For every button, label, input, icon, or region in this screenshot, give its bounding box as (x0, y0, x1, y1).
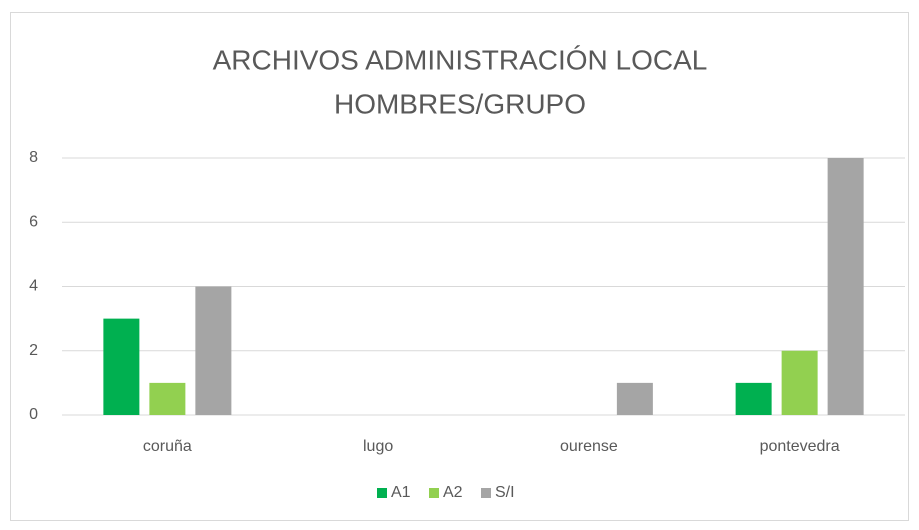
bar (616, 382, 653, 415)
legend-label: A1 (391, 484, 411, 501)
bar (781, 350, 818, 415)
y-tick-label: 8 (29, 149, 38, 166)
legend-label: S/I (495, 484, 515, 501)
x-tick-label: pontevedra (760, 438, 840, 455)
bar (827, 158, 864, 415)
legend-swatch (377, 488, 387, 498)
x-tick-label: coruña (143, 438, 192, 455)
bar (149, 382, 186, 415)
legend-swatch (429, 488, 439, 498)
y-tick-label: 0 (29, 406, 38, 423)
bar (735, 382, 772, 415)
chart-title: HOMBRES/GRUPO (334, 88, 586, 119)
x-tick-label: lugo (363, 438, 393, 455)
y-tick-label: 6 (29, 213, 38, 230)
y-tick-label: 4 (29, 278, 38, 295)
chart-title: ARCHIVOS ADMINISTRACIÓN LOCAL (213, 44, 708, 75)
x-tick-label: ourense (560, 438, 618, 455)
chart-border (10, 12, 909, 521)
y-tick-label: 2 (29, 342, 38, 359)
legend-label: A2 (443, 484, 463, 501)
bar (103, 318, 140, 415)
legend-swatch (481, 488, 491, 498)
bar (195, 286, 232, 415)
